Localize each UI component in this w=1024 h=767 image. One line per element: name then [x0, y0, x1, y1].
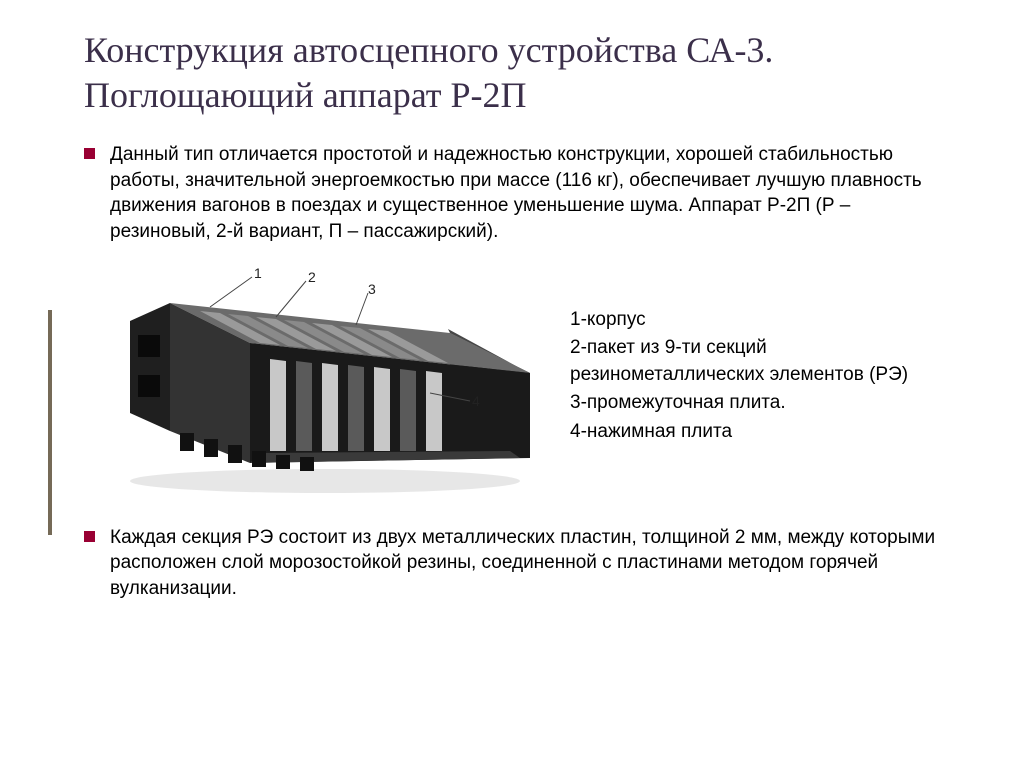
bullet-paragraph-1: Данный тип отличается простотой и надежн…: [84, 142, 956, 245]
legend: 1-корпус 2-пакет из 9-ти секций резиноме…: [570, 263, 950, 448]
bullet-paragraph-2: Каждая секция РЭ состоит из двух металли…: [84, 525, 956, 602]
slide: Конструкция автосцепного устройства СА-3…: [0, 0, 1024, 767]
callout-1: 1: [254, 265, 262, 281]
legend-line-3: 3-промежуточная плита.: [570, 390, 950, 417]
diagram-and-legend-row: 1 2 3 4 1-корпус 2-пакет из 9-ти секций …: [110, 263, 976, 503]
slide-title: Конструкция автосцепного устройства СА-3…: [84, 28, 976, 118]
legend-line-4: 4-нажимная плита: [570, 419, 950, 446]
callout-4: 4: [472, 393, 480, 409]
accent-bar: [48, 310, 52, 535]
legend-line-2: 2-пакет из 9-ти секций резинометаллическ…: [570, 335, 950, 388]
callout-3: 3: [368, 281, 376, 297]
legend-line-1: 1-корпус: [570, 307, 950, 334]
device-svg: [110, 263, 540, 503]
callout-2: 2: [308, 269, 316, 285]
device-diagram: 1 2 3 4: [110, 263, 540, 503]
